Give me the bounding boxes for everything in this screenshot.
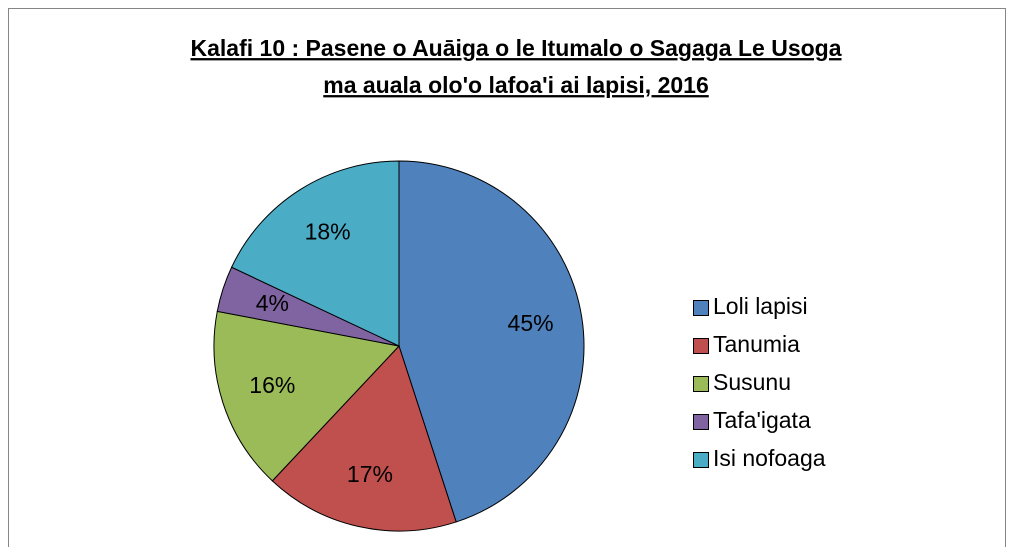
data-label: 45% — [508, 310, 554, 336]
chart-title: ma auala olo'o lafoa'i ai lapisi, 2016 — [323, 72, 709, 98]
pie-slice — [230, 160, 400, 347]
data-label: 18% — [305, 219, 351, 245]
data-label: 4% — [256, 290, 289, 316]
legend-swatch — [693, 414, 709, 430]
legend-swatch — [693, 338, 709, 354]
pie-slice — [213, 310, 400, 482]
pie-slice — [398, 160, 585, 523]
legend-swatch — [693, 452, 709, 468]
chart-title: Kalafi 10 : Pasene o Auāiga o le Itumalo… — [191, 35, 842, 61]
legend-swatch — [693, 376, 709, 392]
legend-label: Loli lapisi — [713, 293, 808, 319]
data-label: 16% — [249, 372, 295, 398]
legend-label: Isi nofoaga — [713, 445, 826, 471]
legend-label: Susunu — [713, 369, 791, 395]
legend-swatch — [693, 300, 709, 316]
data-label: 17% — [347, 461, 393, 487]
pie-slice — [271, 345, 457, 532]
legend-label: Tafa'igata — [713, 407, 811, 433]
legend-label: Tanumia — [713, 331, 800, 357]
